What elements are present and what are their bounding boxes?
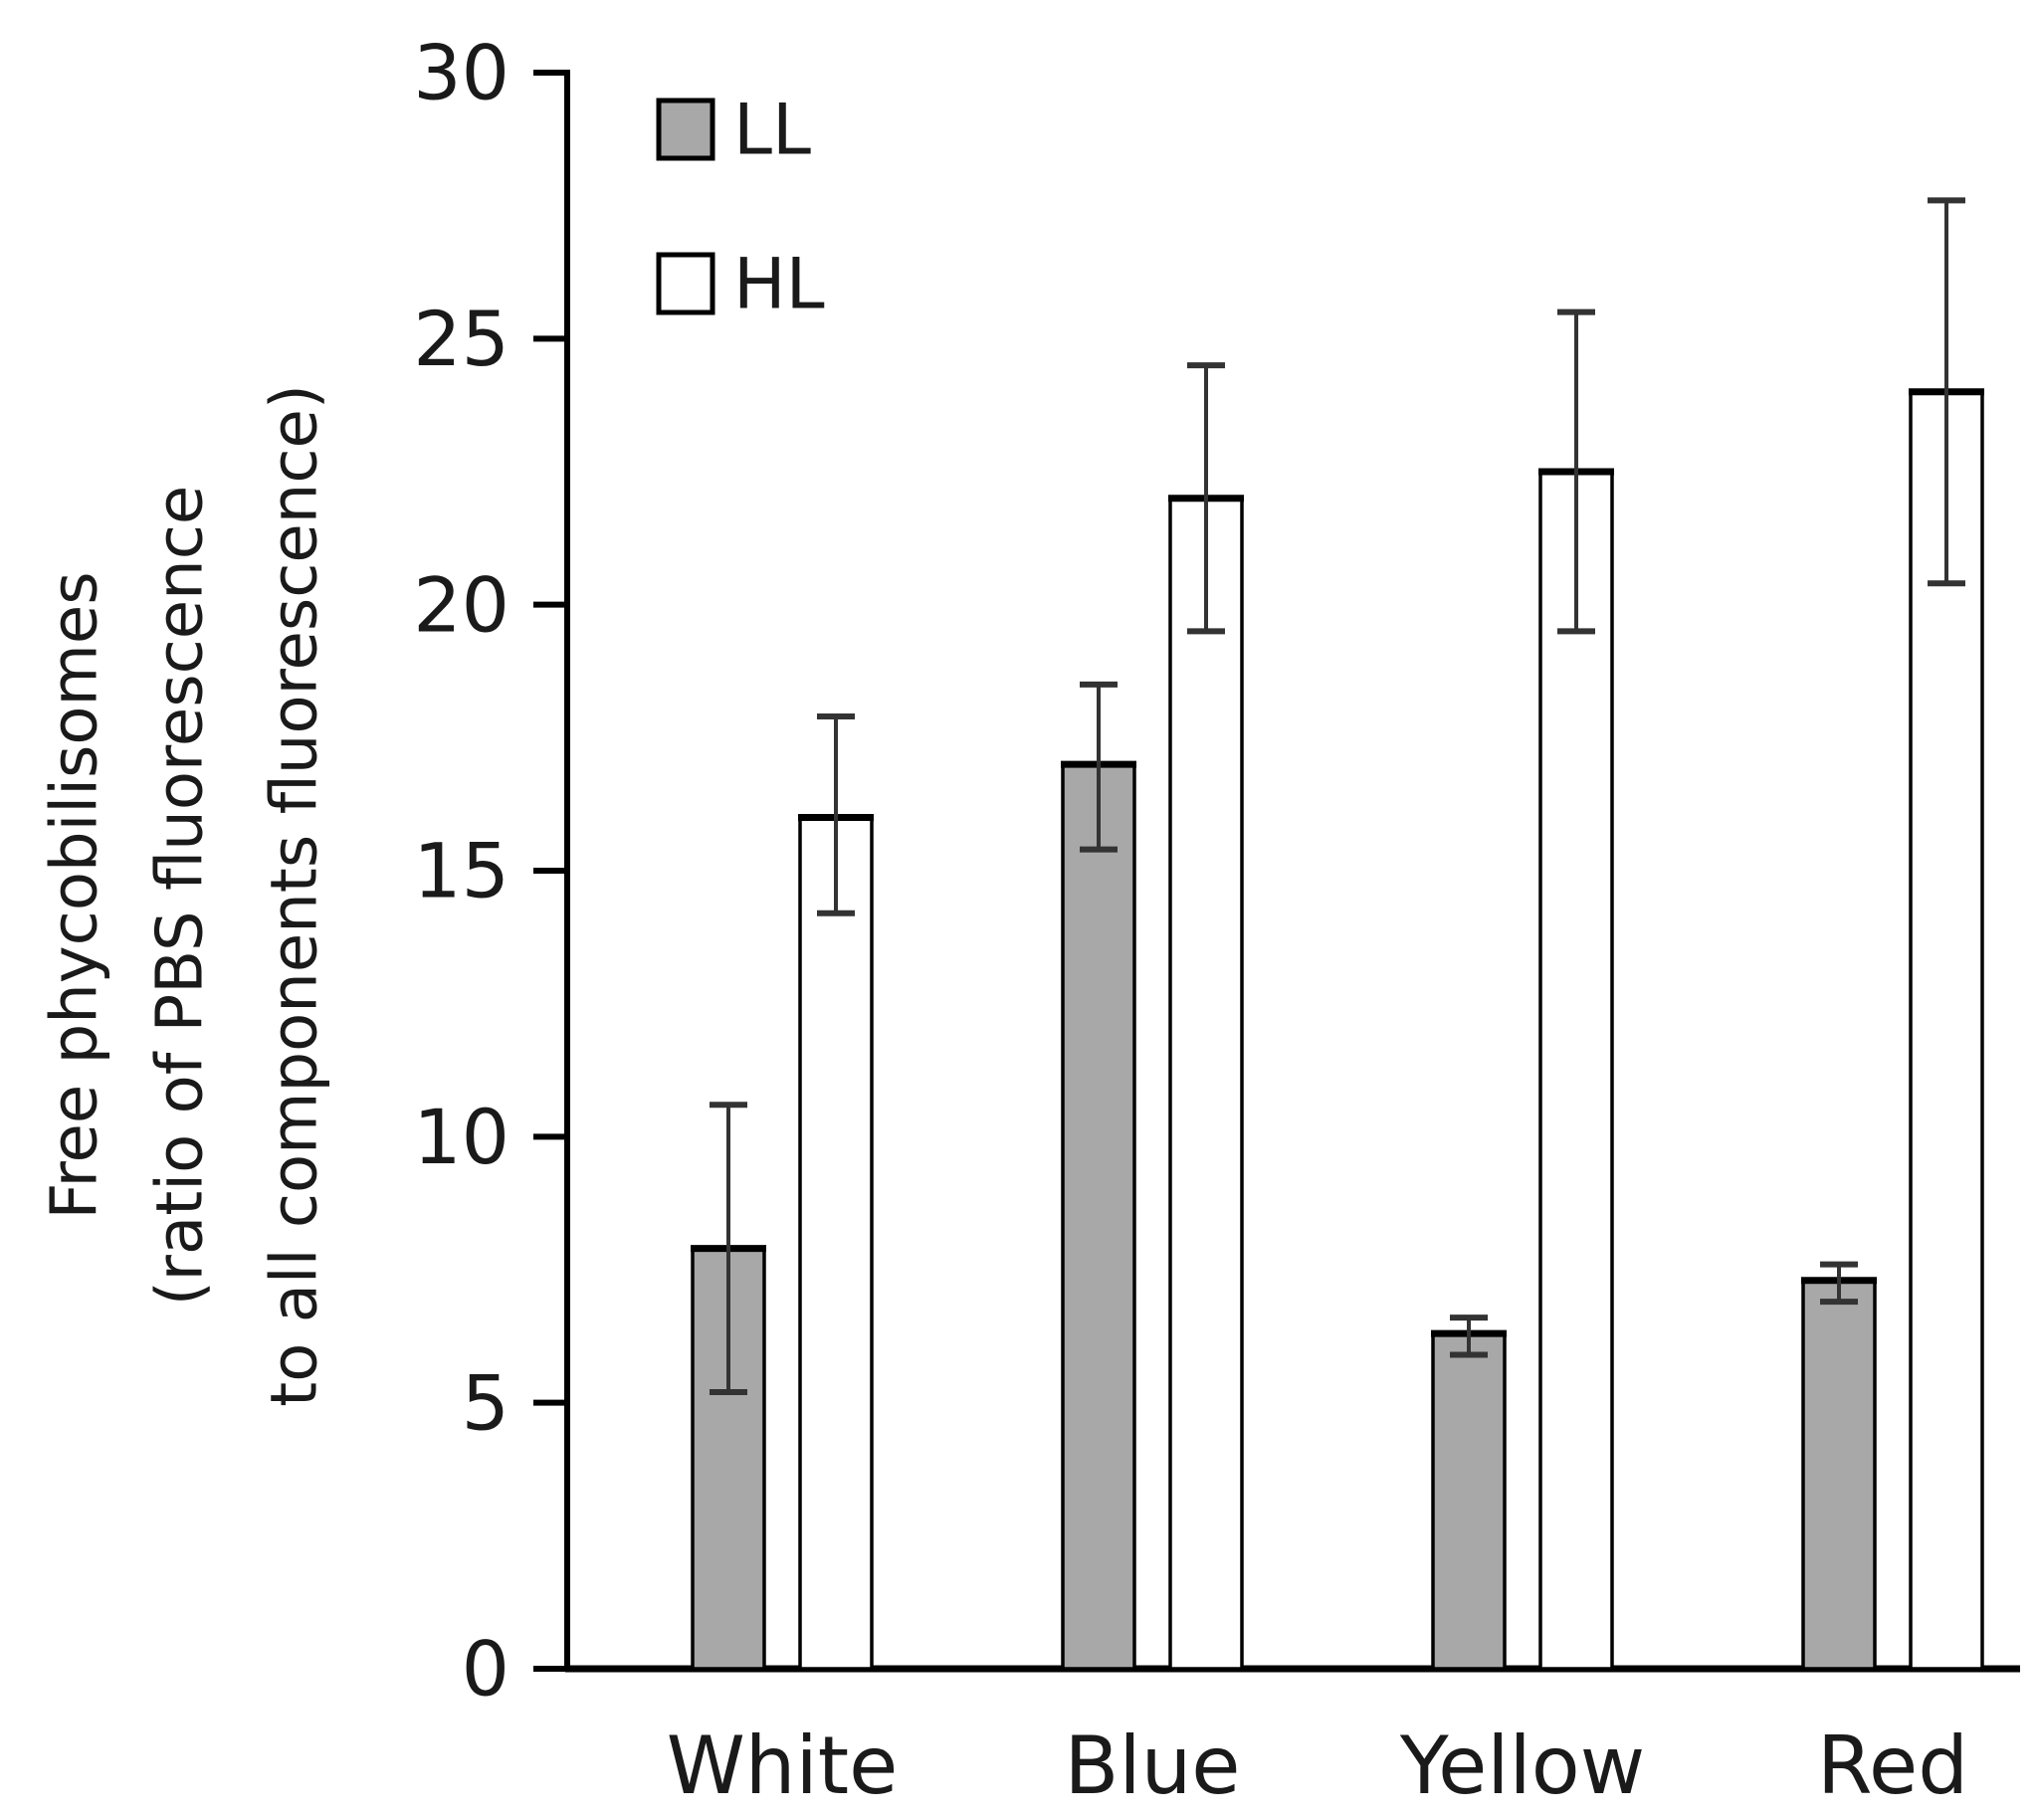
y-axis-title-line-2: (ratio of PBS fluorescence — [143, 486, 217, 1307]
category-label-Red: Red — [1817, 1719, 1968, 1812]
bar-HL-White — [798, 815, 874, 1671]
legend-swatch-HL — [656, 252, 715, 315]
legend-swatch-LL — [656, 98, 715, 161]
y-tick-label-30: 30 — [413, 29, 509, 117]
bar-LL-Blue — [1061, 762, 1136, 1671]
y-axis-title-line-1: Free phycobilisomes — [38, 571, 111, 1219]
y-tick-label-5: 5 — [462, 1358, 509, 1447]
y-tick-label-0: 0 — [462, 1625, 509, 1714]
y-tick-label-25: 25 — [413, 295, 509, 383]
y-tick-label-20: 20 — [413, 560, 509, 649]
category-label-Yellow: Yellow — [1399, 1719, 1645, 1812]
legend-label-HL: HL — [733, 244, 825, 325]
bar-HL-Yellow — [1538, 470, 1614, 1671]
bar-LL-Yellow — [1431, 1331, 1507, 1671]
bar-HL-Blue — [1168, 496, 1244, 1671]
y-axis-title-line-3: to all components fluorescence) — [258, 384, 331, 1407]
y-tick-label-10: 10 — [413, 1093, 509, 1181]
category-label-White: White — [667, 1719, 899, 1812]
bar-LL-Red — [1801, 1278, 1877, 1671]
legend-label-LL: LL — [733, 90, 811, 171]
category-label-Blue: Blue — [1064, 1719, 1240, 1812]
y-tick-label-15: 15 — [413, 827, 509, 915]
